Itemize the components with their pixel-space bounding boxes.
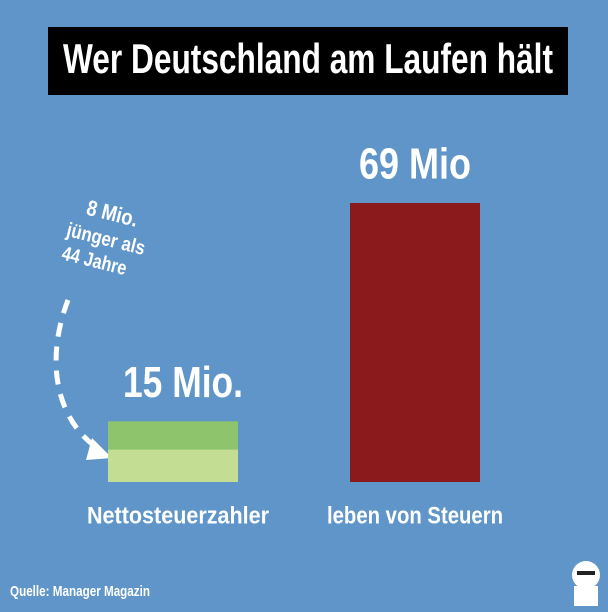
- value-label: 15 Mio.: [123, 358, 243, 407]
- x-tick-label: leben von Steuern: [327, 502, 503, 529]
- logo: [572, 561, 600, 606]
- annotation-arrow: [53, 299, 102, 453]
- highlight-segment: [108, 449, 238, 482]
- title-box: [48, 27, 568, 95]
- chart-title: Wer Deutschland am Laufen hält: [63, 35, 553, 82]
- source: Quelle: Manager Magazin: [10, 583, 150, 600]
- arrow-head: [86, 438, 112, 460]
- x-tick-label: Nettosteuerzahler: [87, 502, 269, 529]
- value-label: 69 Mio: [359, 140, 471, 189]
- bar: [350, 203, 480, 482]
